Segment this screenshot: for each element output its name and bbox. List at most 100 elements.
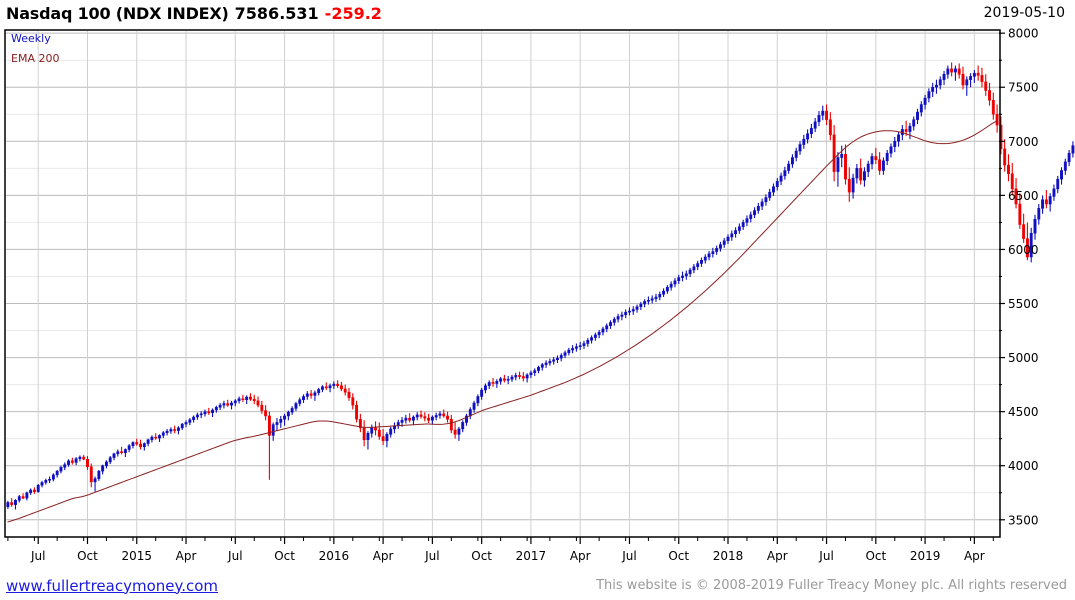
candle-body xyxy=(146,439,150,444)
candle-body xyxy=(703,256,707,261)
candle-body xyxy=(870,156,874,165)
candle-body xyxy=(446,415,449,420)
legend-weekly-label: Weekly xyxy=(11,32,51,45)
candle-body xyxy=(514,375,518,378)
candle-body xyxy=(404,417,408,421)
candle-body xyxy=(874,156,878,160)
candle-body xyxy=(25,492,29,499)
candle-body xyxy=(362,427,366,441)
candle-body xyxy=(411,416,415,421)
candle-body xyxy=(510,376,514,380)
candle-body xyxy=(218,404,222,408)
y-tick-label: 5500 xyxy=(1008,297,1039,311)
candle-body xyxy=(434,415,438,418)
candle-body xyxy=(207,411,211,413)
candle-body xyxy=(995,114,999,126)
candle-body xyxy=(1007,164,1010,174)
candle-body xyxy=(78,456,82,459)
candle-body xyxy=(734,230,738,235)
candle-body xyxy=(753,210,756,216)
candle-body xyxy=(783,170,787,177)
gridlines-minor xyxy=(6,59,999,494)
candle-body xyxy=(74,458,78,463)
header-title-group: Nasdaq 100 (NDX INDEX) 7586.531 -259.2 xyxy=(6,4,382,23)
candle-body xyxy=(961,74,965,86)
candle-body xyxy=(567,349,571,353)
candle-body xyxy=(48,478,52,481)
chart-area[interactable]: 3500 4000 4500 5000 5500 6000 6500 7000 7500 8000… xyxy=(0,26,1075,571)
candle-body xyxy=(718,244,722,249)
x-axis: Jul Oct 2015 Apr Jul Oct 2016 Apr Jul Oct 2017 Apr J… xyxy=(7,537,994,563)
candle-body xyxy=(707,253,711,258)
candle-body xyxy=(101,465,105,472)
candle-body xyxy=(859,168,863,181)
candle-body xyxy=(711,251,715,255)
candle-body xyxy=(184,422,188,425)
candle-body xyxy=(491,382,495,384)
candle-body xyxy=(135,442,139,445)
candle-body xyxy=(245,396,249,400)
plot-background xyxy=(5,30,1000,537)
candle-body xyxy=(21,496,25,499)
candle-body xyxy=(483,385,487,391)
chart-date: 2019-05-10 xyxy=(983,5,1065,21)
candle-body xyxy=(844,154,847,180)
candle-body xyxy=(919,104,923,113)
candle-body xyxy=(264,410,268,417)
candle-body xyxy=(548,361,552,364)
candle-body xyxy=(10,502,14,505)
candle-body xyxy=(427,417,431,421)
price-chart[interactable]: 3500 4000 4500 5000 5500 6000 6500 7000 7500 8000… xyxy=(0,26,1075,571)
candle-body xyxy=(772,186,775,193)
ema200-overlay xyxy=(7,120,998,523)
candle-body xyxy=(628,310,631,313)
candle-body xyxy=(927,91,931,99)
candle-body xyxy=(537,367,540,371)
candle-body xyxy=(988,90,991,101)
candle-body xyxy=(916,111,919,120)
x-tick-label: 2019 xyxy=(910,549,941,563)
candle-body xyxy=(249,396,252,400)
x-tick-label: Apr xyxy=(964,549,985,563)
candle-body xyxy=(472,402,476,410)
candle-body xyxy=(749,214,753,219)
candle-body xyxy=(131,442,135,446)
candle-body xyxy=(290,408,294,413)
candle-body xyxy=(279,418,283,423)
y-tick-label: 6500 xyxy=(1008,189,1039,203)
candle-body xyxy=(1063,161,1067,171)
candle-body xyxy=(108,457,112,463)
candle-body xyxy=(328,385,332,389)
candle-body xyxy=(203,411,207,415)
candle-body xyxy=(343,388,347,393)
candle-body xyxy=(953,68,957,73)
x-tick-label: Oct xyxy=(77,549,98,563)
candle-body xyxy=(495,381,499,384)
candle-body xyxy=(991,99,995,115)
candle-body xyxy=(502,378,506,381)
candle-body xyxy=(63,464,67,468)
candle-body xyxy=(518,375,522,377)
x-tick-label: Apr xyxy=(767,549,788,563)
candle-body xyxy=(677,277,681,282)
candle-body xyxy=(590,337,594,341)
candle-body xyxy=(866,163,870,172)
site-url-link[interactable]: www.fullertreacymoney.com xyxy=(6,576,219,595)
candle-body xyxy=(597,331,601,336)
candle-body xyxy=(950,68,954,73)
y-tick-label: 4500 xyxy=(1008,405,1039,419)
candle-body xyxy=(1033,218,1037,234)
candle-body xyxy=(461,422,465,430)
candle-body xyxy=(889,146,893,154)
candle-body xyxy=(237,398,241,402)
candle-body xyxy=(912,119,916,127)
candle-body xyxy=(525,374,529,379)
candle-body xyxy=(730,233,734,238)
candle-body xyxy=(673,280,677,285)
candle-body xyxy=(150,436,154,441)
candlestick-series xyxy=(6,62,1075,510)
candle-body xyxy=(863,171,866,181)
candle-body xyxy=(286,411,290,417)
candle-body xyxy=(93,478,97,483)
candle-body xyxy=(67,460,70,465)
